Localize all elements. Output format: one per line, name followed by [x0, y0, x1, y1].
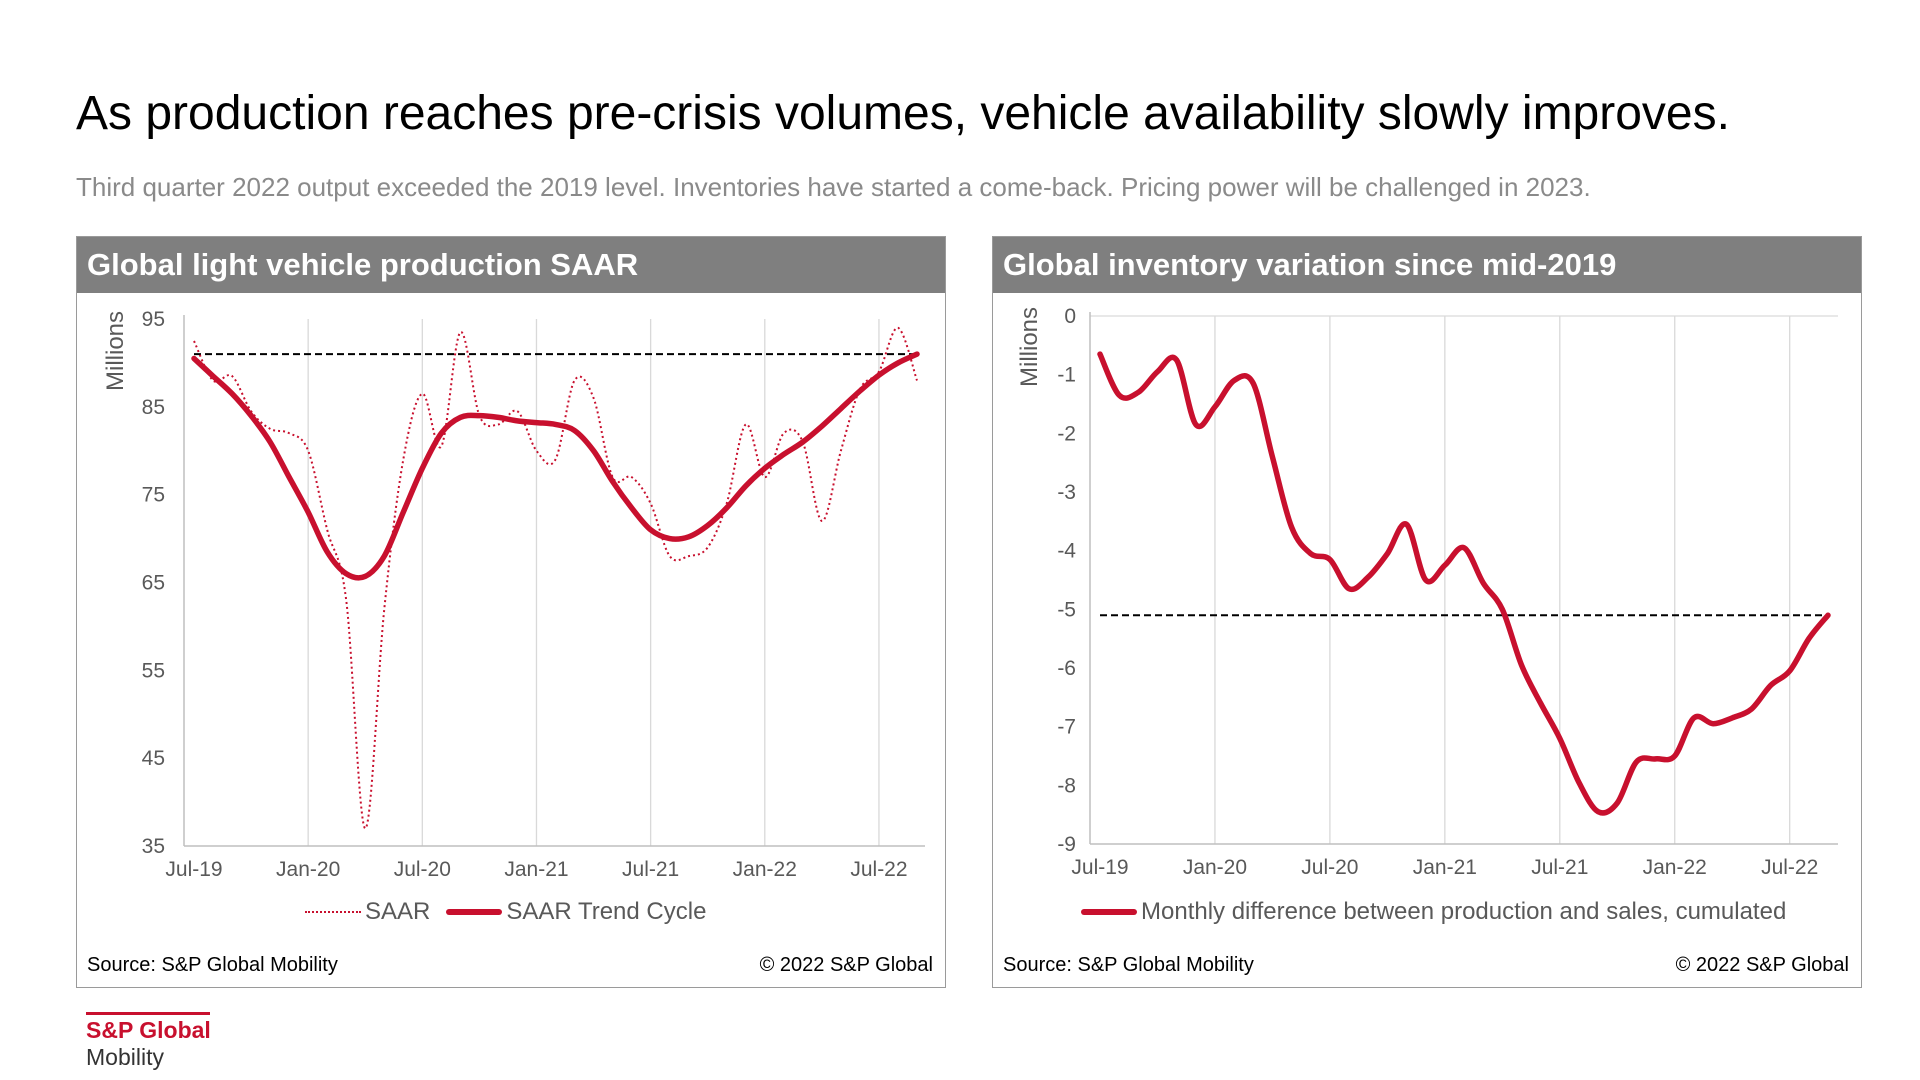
legend-label-inventory: Monthly difference between production an… [1141, 898, 1787, 925]
copyright-note: © 2022 S&P Global [1675, 954, 1849, 976]
y-tick-label: -2 [1057, 422, 1076, 445]
production-chart-panel: Global light vehicle production SAAR Jul… [76, 236, 946, 988]
x-tick-label: Jul-20 [394, 858, 451, 881]
x-tick-label: Jan-20 [1183, 856, 1247, 879]
y-tick-label: -6 [1057, 657, 1076, 680]
y-tick-label: 0 [1064, 305, 1076, 328]
source-note: Source: S&P Global Mobility [1003, 954, 1254, 976]
source-note: Source: S&P Global Mobility [87, 954, 338, 976]
y-tick-label: -5 [1057, 598, 1076, 621]
legend-item-inventory: Monthly difference between production an… [1081, 897, 1786, 927]
y-axis-title: Millions [102, 311, 129, 391]
y-tick-label: -3 [1057, 481, 1076, 504]
series-line-saar [193, 326, 918, 830]
x-tick-label: Jul-19 [1071, 856, 1128, 879]
legend-item-saar-trend: SAAR Trend Cycle [446, 897, 706, 927]
legend-label-saar-trend: SAAR Trend Cycle [506, 898, 707, 925]
y-tick-label: 65 [142, 572, 165, 595]
y-tick-label: 35 [142, 835, 165, 858]
y-tick-label: 55 [142, 659, 165, 682]
x-tick-label: Jul-21 [1531, 856, 1588, 879]
copyright-note: © 2022 S&P Global [759, 954, 933, 976]
inventory-chart: Jul-19 Jan-20 Jul-20 Jan-21 Jul-21 Jan-22 Jul-… [1016, 305, 1838, 879]
legend-swatch-solid [446, 909, 503, 915]
series-line-saar-trend [191, 351, 920, 581]
y-tick-label: 95 [142, 308, 165, 331]
series-line-inventory [1097, 351, 1831, 816]
logo-subbrand: Mobility [86, 1044, 164, 1070]
legend-swatch-dotted [305, 911, 361, 913]
x-tick-label: Jul-22 [1761, 856, 1818, 879]
x-tick-label: Jan-22 [1643, 856, 1707, 879]
page-title: As production reaches pre-crisis volumes… [76, 87, 1730, 140]
y-axis-title: Millions [1016, 307, 1043, 387]
y-tick-label: -9 [1057, 833, 1076, 856]
legend-item-saar: SAAR [305, 897, 430, 927]
y-tick-label: -4 [1057, 540, 1076, 563]
inventory-chart-title: Global inventory variation since mid-201… [993, 237, 1861, 293]
production-chart-title: Global light vehicle production SAAR [77, 237, 945, 293]
x-tick-label: Jan-20 [276, 858, 340, 881]
legend-label-saar: SAAR [365, 898, 431, 925]
inventory-chart-panel: Global inventory variation since mid-201… [992, 236, 1862, 988]
x-tick-label: Jul-20 [1301, 856, 1358, 879]
logo-bar [86, 1012, 210, 1015]
production-chart: Jul-19 Jan-20 Jul-20 Jan-21 Jul-21 Jan-22 Jul-… [102, 308, 925, 881]
x-tick-label: Jul-21 [622, 858, 679, 881]
y-tick-label: 75 [142, 484, 165, 507]
y-tick-label: -7 [1057, 716, 1076, 739]
x-tick-label: Jul-22 [850, 858, 907, 881]
x-tick-label: Jan-21 [1413, 856, 1477, 879]
production-chart-legend: SAAR SAAR Trend Cycle [305, 897, 722, 927]
y-tick-label: 85 [142, 396, 165, 419]
x-tick-label: Jul-19 [165, 858, 222, 881]
inventory-chart-legend: Monthly difference between production an… [1081, 897, 1802, 927]
x-tick-label: Jan-21 [504, 858, 568, 881]
logo-brand: S&P Global [86, 1017, 211, 1043]
y-tick-label: -8 [1057, 774, 1076, 797]
company-logo: S&P Global Mobility [86, 1012, 211, 1071]
y-tick-label: -1 [1057, 364, 1076, 387]
x-tick-label: Jan-22 [733, 858, 797, 881]
page-subtitle: Third quarter 2022 output exceeded the 2… [76, 172, 1591, 202]
y-tick-label: 45 [142, 747, 165, 770]
legend-swatch-solid [1081, 909, 1137, 915]
